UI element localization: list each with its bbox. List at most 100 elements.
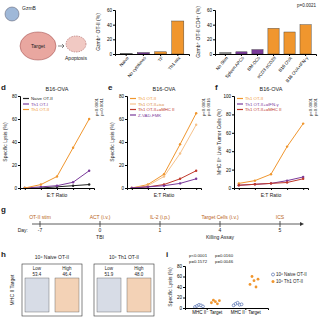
axis-title: Gzmb⁺ OT-II CD4⁺ (%) [195,6,201,58]
point [195,178,197,180]
tick-label: MHC II⁻ Target [192,310,223,315]
tick: 80 [177,264,185,269]
label: 46.4 [63,272,72,277]
bars [120,21,184,54]
point [270,173,272,175]
bar [236,52,247,54]
line [132,179,196,188]
tick-mark [125,119,127,120]
tick: MHC II⁻ Target [192,308,223,315]
tick-mark [18,119,20,120]
tick-label: 40 [226,149,232,154]
tick-mark [113,25,115,26]
tick: 0 [179,306,185,311]
tick-mark [113,54,115,55]
point [257,278,260,281]
label: 0 [99,227,102,233]
background [0,0,320,320]
tick [287,188,288,190]
legend-entry: 10⁶ Th1 OT-II [276,279,303,284]
label: TBI [96,234,104,240]
tick-label: 40 [207,23,213,28]
axis-line [116,55,190,57]
label: Target [31,43,46,49]
tick-label: 20 [12,163,18,168]
point [24,187,26,188]
legend-entry: Th1 OT-II+αIFN-γ [245,102,279,107]
legend-entry: Th1 OT-II+αMHC II [138,107,175,112]
tick: 80 [226,112,234,117]
tick-label: MHC II⁺ Target [231,310,262,315]
tick: αCD3 αCD28 [256,54,277,79]
point [270,182,272,184]
legend-swatch [272,273,275,276]
tick-label: 40 [177,285,183,290]
cartoon: GzmB Target Apoptosis [5,5,87,61]
tick [148,188,149,190]
tick: Th1 mix [167,54,182,71]
tick-mark [183,287,185,288]
label: OT-II stim [29,214,51,220]
tick-mark [271,188,272,190]
point [40,186,42,188]
tick [271,188,272,190]
tick-mark [73,188,74,190]
bar [220,53,231,54]
title: B16-OVA [260,86,283,92]
label: ACT (i.v.) [90,214,111,220]
legend-entry: Z-VAD-FMK [138,113,161,118]
tick: 0 [109,52,115,57]
bar [300,25,311,54]
tick-mark [232,114,234,115]
tick: 20 [207,37,215,42]
axis-line [235,189,309,191]
tick-label: 0 [109,52,112,57]
tick-label: Th1 mix [167,55,182,71]
tick-label: 0 [209,52,212,57]
tick: 40 [119,140,127,145]
tick: 60 [177,274,185,279]
tick-label: B16 OVA [277,56,293,73]
plot-frame [94,264,154,316]
legend-swatch [23,98,29,99]
legend-swatch [237,109,243,110]
point [254,183,256,185]
gate [55,278,79,312]
legend: Th1 OT-IITh1 OT-II+isoTh1 OT-II+αMHC IIZ… [130,96,175,118]
point [56,185,58,187]
point [56,175,58,177]
point [270,182,272,184]
tick-label: 60 [12,117,18,122]
x-axis [235,188,309,190]
label: Apoptosis [65,55,87,61]
tick-label: 60 [226,131,232,136]
label: 51.9 [105,272,114,277]
label: 1 [159,227,162,233]
point [147,186,149,188]
title: B16-OVA [46,86,69,92]
tick-mark [57,188,58,190]
tick [25,188,26,190]
tick-mark [125,165,127,166]
tick [89,188,90,190]
tick: 40 [12,140,20,145]
tick-label: 60 [177,274,183,279]
tick [41,188,42,190]
timeline [32,224,300,225]
label: 48.0 [135,272,144,277]
tick-label: 40 [12,140,18,145]
tick-mark [232,188,234,189]
title: 10⁶ Naive OT-II [35,254,69,260]
tick-mark [232,170,234,171]
axis-line [216,55,317,57]
label: Day: [18,227,28,233]
axis-line [213,11,216,55]
label: GzmB [22,5,37,11]
point [249,283,252,286]
label: -7 [38,227,43,233]
point [218,299,221,302]
bar [137,53,149,54]
line-chart: 020406080B16-OVAE:T RatioSpecific Lysis … [2,86,104,198]
gate [25,278,49,312]
tick-mark [213,39,215,40]
